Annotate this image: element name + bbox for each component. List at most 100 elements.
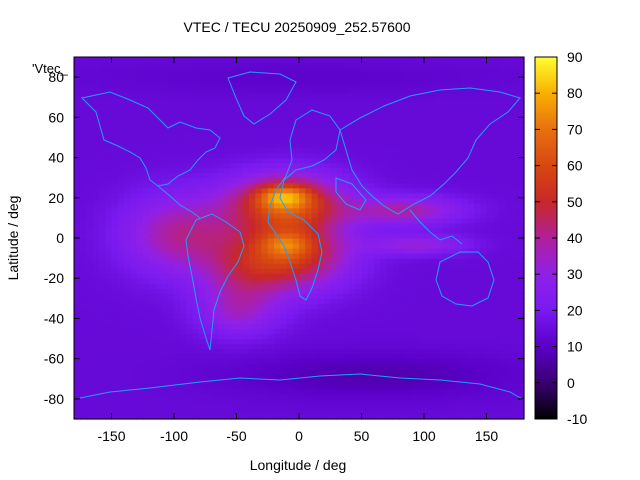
heatmap-cell bbox=[386, 137, 394, 144]
heatmap-cell bbox=[130, 358, 138, 365]
heatmap-cell bbox=[167, 273, 175, 279]
heatmap-cell bbox=[455, 162, 463, 169]
heatmap-cell bbox=[224, 403, 231, 410]
heatmap-cell bbox=[405, 227, 413, 234]
heatmap-cell bbox=[274, 283, 281, 289]
heatmap-cell bbox=[124, 97, 131, 103]
heatmap-cell bbox=[136, 212, 144, 219]
heatmap-cell bbox=[86, 243, 94, 249]
heatmap-cell bbox=[392, 268, 400, 274]
heatmap-cell bbox=[242, 147, 250, 154]
heatmap-cell bbox=[236, 122, 244, 128]
heatmap-cell bbox=[224, 212, 231, 219]
heatmap-cell bbox=[505, 222, 513, 229]
heatmap-cell bbox=[86, 283, 94, 289]
heatmap-cell bbox=[92, 82, 100, 88]
heatmap-cell bbox=[517, 348, 525, 355]
heatmap-cell bbox=[261, 82, 269, 88]
heatmap-cell bbox=[442, 398, 450, 405]
heatmap-cell bbox=[211, 127, 219, 134]
heatmap-cell bbox=[205, 72, 213, 78]
heatmap-cell bbox=[330, 403, 338, 410]
heatmap-cell bbox=[430, 268, 438, 274]
heatmap-cell bbox=[136, 293, 144, 299]
heatmap-cell bbox=[430, 373, 438, 380]
heatmap-cell bbox=[424, 348, 431, 355]
heatmap-cell bbox=[117, 263, 125, 269]
heatmap-cell bbox=[505, 77, 513, 83]
heatmap-cell bbox=[149, 157, 156, 164]
heatmap-cell bbox=[167, 182, 175, 189]
heatmap-cell bbox=[236, 348, 244, 355]
heatmap-cell bbox=[374, 393, 381, 400]
heatmap-cell bbox=[461, 122, 469, 128]
heatmap-cell bbox=[230, 313, 238, 320]
heatmap-cell bbox=[86, 323, 94, 330]
heatmap-cell bbox=[217, 238, 225, 244]
heatmap-cell bbox=[480, 313, 488, 320]
heatmap-cell bbox=[80, 182, 88, 189]
heatmap-cell bbox=[474, 92, 481, 98]
heatmap-cell bbox=[199, 212, 206, 219]
heatmap-cell bbox=[99, 398, 106, 405]
heatmap-cell bbox=[236, 152, 244, 159]
heatmap-cell bbox=[86, 127, 94, 134]
heatmap-cell bbox=[286, 323, 294, 330]
heatmap-cell bbox=[311, 82, 319, 88]
heatmap-cell bbox=[136, 353, 144, 360]
heatmap-cell bbox=[317, 378, 325, 385]
heatmap-cell bbox=[399, 132, 406, 139]
heatmap-cell bbox=[386, 278, 394, 284]
heatmap-cell bbox=[361, 408, 369, 415]
heatmap-cell bbox=[424, 227, 431, 234]
heatmap-cell bbox=[236, 363, 244, 370]
heatmap-cell bbox=[167, 197, 175, 204]
heatmap-cell bbox=[455, 318, 463, 325]
heatmap-cell bbox=[367, 212, 375, 219]
heatmap-cell bbox=[399, 182, 406, 189]
heatmap-cell bbox=[474, 238, 481, 244]
heatmap-cell bbox=[399, 378, 406, 385]
heatmap-cell bbox=[311, 258, 319, 264]
heatmap-cell bbox=[80, 288, 88, 294]
heatmap-cell bbox=[461, 388, 469, 395]
heatmap-cell bbox=[474, 162, 481, 169]
heatmap-cell bbox=[111, 122, 119, 128]
heatmap-cell bbox=[361, 177, 369, 184]
heatmap-cell bbox=[217, 107, 225, 113]
heatmap-cell bbox=[411, 232, 419, 239]
heatmap-cell bbox=[80, 67, 88, 73]
heatmap-cell bbox=[511, 258, 519, 264]
heatmap-cell bbox=[217, 117, 225, 123]
heatmap-cell bbox=[374, 238, 381, 244]
heatmap-cell bbox=[192, 253, 200, 259]
heatmap-cell bbox=[405, 408, 413, 415]
heatmap-cell bbox=[161, 413, 169, 420]
heatmap-cell bbox=[111, 102, 119, 108]
heatmap-cell bbox=[211, 172, 219, 179]
heatmap-cell bbox=[374, 147, 381, 154]
heatmap-cell bbox=[224, 283, 231, 289]
heatmap-cell bbox=[261, 313, 269, 320]
heatmap-cell bbox=[261, 318, 269, 325]
heatmap-cell bbox=[180, 298, 188, 304]
heatmap-cell bbox=[311, 378, 319, 385]
heatmap-cell bbox=[436, 97, 444, 103]
heatmap-cell bbox=[217, 343, 225, 350]
heatmap-cell bbox=[142, 373, 150, 380]
heatmap-cell bbox=[324, 273, 331, 279]
heatmap-cell bbox=[386, 413, 394, 420]
heatmap-cell bbox=[74, 358, 81, 365]
heatmap-cell bbox=[436, 238, 444, 244]
heatmap-cell bbox=[267, 147, 275, 154]
heatmap-cell bbox=[349, 152, 356, 159]
heatmap-cell bbox=[149, 222, 156, 229]
heatmap-cell bbox=[405, 207, 413, 214]
heatmap-cell bbox=[517, 132, 525, 139]
heatmap-cell bbox=[299, 142, 306, 149]
heatmap-cell bbox=[267, 227, 275, 234]
heatmap-cell bbox=[299, 393, 306, 400]
heatmap-cell bbox=[292, 122, 300, 128]
heatmap-cell bbox=[99, 368, 106, 375]
heatmap-cell bbox=[105, 398, 113, 405]
